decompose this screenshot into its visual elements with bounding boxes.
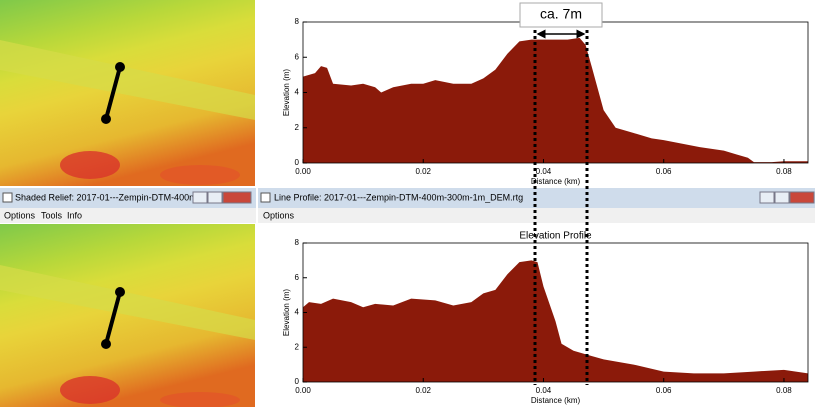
window-title: Shaded Relief: 2017-01---Zempin-DTM-400m… (15, 192, 222, 202)
annotation-label: ca. 7m (540, 6, 582, 22)
x-axis-label: Distance (km) (531, 396, 581, 405)
x-tick-label: 0.00 (295, 167, 311, 176)
y-axis-label: Elevation (m) (282, 289, 291, 336)
x-tick-label: 0.06 (656, 386, 672, 395)
x-tick-label: 0.08 (776, 386, 792, 395)
minimize-button[interactable] (192, 191, 208, 204)
y-tick-label: 4 (295, 88, 300, 97)
menu-item[interactable]: Options (4, 210, 36, 220)
charts: 0.00 0.02 0.04 0.06 0.08 0 2 4 6 8 Distance (km) El… (282, 17, 809, 405)
close-button[interactable] (222, 191, 252, 204)
y-tick-label: 8 (295, 238, 300, 247)
elevation-area (303, 260, 808, 382)
y-tick-label: 0 (295, 377, 300, 386)
y-tick-label: 6 (295, 273, 300, 282)
menu-item[interactable]: Tools (41, 210, 63, 220)
y-tick-label: 2 (295, 342, 300, 351)
x-tick-label: 0.06 (656, 167, 672, 176)
profile-window-bar: Line Profile: 2017-01---Zempin-DTM-400m-… (258, 188, 815, 223)
relief-window-bar: Shaded Relief: 2017-01---Zempin-DTM-400m… (0, 188, 256, 223)
x-axis-label: Distance (km) (531, 177, 581, 186)
y-axis-label: Elevation (m) (282, 69, 291, 116)
menu-item[interactable]: Info (67, 210, 82, 220)
relief-map (0, 0, 255, 186)
x-tick-label: 0.00 (295, 386, 311, 395)
y-tick-label: 4 (295, 308, 300, 317)
maximize-button[interactable] (774, 191, 790, 204)
x-tick-label: 0.04 (536, 386, 552, 395)
y-tick-label: 0 (295, 158, 300, 167)
x-tick-label: 0.04 (536, 167, 552, 176)
x-tick-label: 0.08 (776, 167, 792, 176)
maximize-button[interactable] (207, 191, 223, 204)
y-tick-label: 6 (295, 52, 300, 61)
chart-title: Elevation Profile (519, 231, 592, 242)
window-title: Line Profile: 2017-01---Zempin-DTM-400m-… (274, 192, 523, 202)
annotation: ca. 7m (519, 2, 603, 385)
x-tick-label: 0.02 (415, 386, 431, 395)
x-tick-label: 0.02 (415, 167, 431, 176)
y-tick-label: 2 (295, 123, 300, 132)
elevation-area (303, 37, 808, 163)
relief-map (0, 224, 255, 407)
y-tick-label: 8 (295, 17, 300, 26)
menu-item[interactable]: Options (263, 210, 295, 220)
close-button[interactable] (789, 191, 815, 204)
minimize-button[interactable] (759, 191, 775, 204)
